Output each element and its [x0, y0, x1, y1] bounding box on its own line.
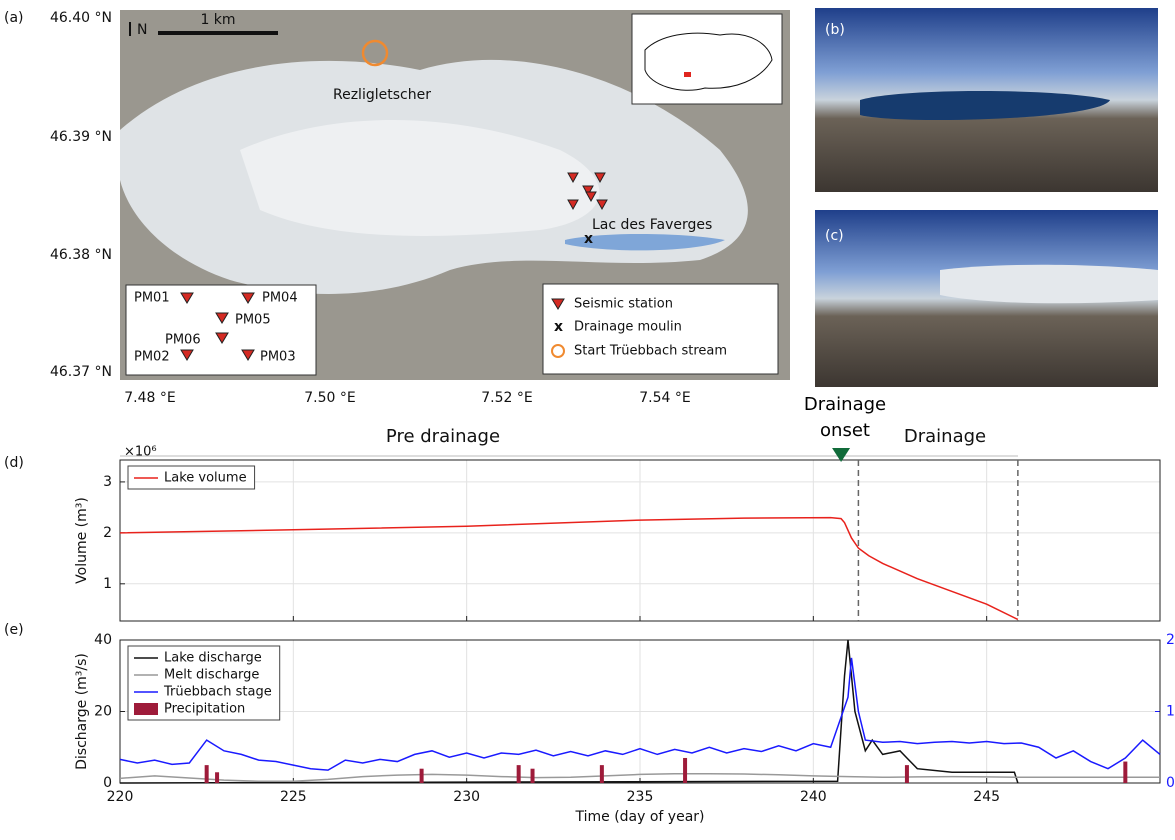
x-tick-label: 235 — [627, 789, 654, 805]
lat-label: 46.39 °N — [50, 129, 112, 145]
lat-label: 46.38 °N — [50, 247, 112, 263]
legend-label: Lake volume — [164, 471, 247, 486]
bar — [215, 772, 220, 783]
legend-swatch — [134, 703, 158, 715]
lake-label: Lac des Faverges — [592, 217, 712, 233]
legend-label: Trüebbach stage — [163, 685, 272, 700]
legend-label: Lake discharge — [164, 651, 262, 666]
station-label: PM04 — [262, 291, 298, 306]
y-tick-label: 20 — [94, 704, 112, 720]
station-label: PM02 — [134, 350, 170, 365]
glacier-label: Rezligletscher — [333, 87, 431, 103]
bar — [530, 768, 535, 783]
legend: Lake volume — [127, 465, 256, 490]
map: N 1 km Rezligletscher x Lac des Faverges… — [50, 10, 790, 406]
y-axis-label: Volume (m³) — [74, 497, 90, 584]
y-tick-label: 0 — [103, 775, 112, 791]
station-label: PM06 — [165, 333, 201, 348]
lon-label: 7.50 °E — [304, 390, 355, 406]
phase-label: Drainage — [904, 426, 986, 447]
y2-tick-label: 2 — [1166, 632, 1175, 648]
y2-tick-label: 1 — [1166, 704, 1175, 720]
panel-label: (d) — [4, 455, 24, 471]
lon-label: 7.48 °E — [124, 390, 175, 406]
series-line — [119, 516, 1019, 621]
onset-label-box: Drainage onset — [803, 394, 887, 441]
panel-label: (e) — [4, 622, 24, 638]
bar — [516, 765, 521, 783]
bar — [683, 757, 688, 783]
legend-box — [127, 465, 256, 490]
bar — [419, 768, 424, 783]
bar — [204, 765, 209, 783]
lon-label: 7.54 °E — [639, 390, 690, 406]
series-line — [119, 639, 1019, 784]
photo: (b) — [815, 8, 1158, 192]
y-tick-label: 1 — [103, 576, 112, 592]
legend-label: Seismic station — [574, 297, 673, 312]
onset-label: Drainage onset — [803, 394, 887, 441]
y-tick-label: 40 — [94, 632, 112, 648]
lat-label: 46.37 °N — [50, 364, 112, 380]
legend-label: Drainage moulin — [574, 320, 682, 335]
panel-label: (b) — [825, 22, 845, 38]
x-tick-label: 245 — [973, 789, 1000, 805]
y-tick-label: 3 — [103, 474, 112, 490]
x-tick-label: 230 — [453, 789, 480, 805]
plot-frame — [119, 639, 1161, 784]
legend: Lake discharge Melt discharge Trüebbach st… — [127, 645, 281, 721]
phase-label: Pre drainage — [386, 426, 500, 447]
bar — [1123, 761, 1128, 783]
bar — [599, 765, 604, 783]
x-axis-label: Time (day of year) — [574, 809, 704, 825]
lat-label: 46.40 °N — [50, 10, 112, 26]
series-line — [119, 657, 1161, 771]
station-label: PM05 — [235, 313, 271, 328]
panel-label: (a) — [4, 10, 24, 26]
panel-label: (c) — [825, 228, 844, 244]
legend-symbol: x — [554, 319, 563, 335]
legend-label: Start Trüebbach stream — [574, 344, 727, 359]
moulin-mark: x — [584, 231, 593, 247]
station-label: PM01 — [134, 291, 170, 306]
north-label: N — [137, 22, 147, 38]
x-tick-label: 225 — [280, 789, 307, 805]
scale-label: 1 km — [200, 12, 235, 28]
x-tick-label: 220 — [107, 789, 134, 805]
legend-label: Precipitation — [164, 702, 245, 717]
y2-tick-label: 0 — [1166, 775, 1175, 791]
y-tick-label: 2 — [103, 525, 112, 541]
plot-frame — [119, 459, 1161, 622]
bar — [904, 765, 909, 783]
y-axis-label: Discharge (m³/s) — [74, 653, 90, 770]
legend-label: Melt discharge — [164, 668, 259, 683]
lon-label: 7.52 °E — [481, 390, 532, 406]
axis-multiplier: ×10⁶ — [124, 445, 157, 460]
x-tick-label: 240 — [800, 789, 827, 805]
photo: (c) — [815, 210, 1158, 387]
onset-marker — [832, 448, 851, 462]
series-line — [119, 772, 1160, 782]
station-label: PM03 — [260, 350, 296, 365]
